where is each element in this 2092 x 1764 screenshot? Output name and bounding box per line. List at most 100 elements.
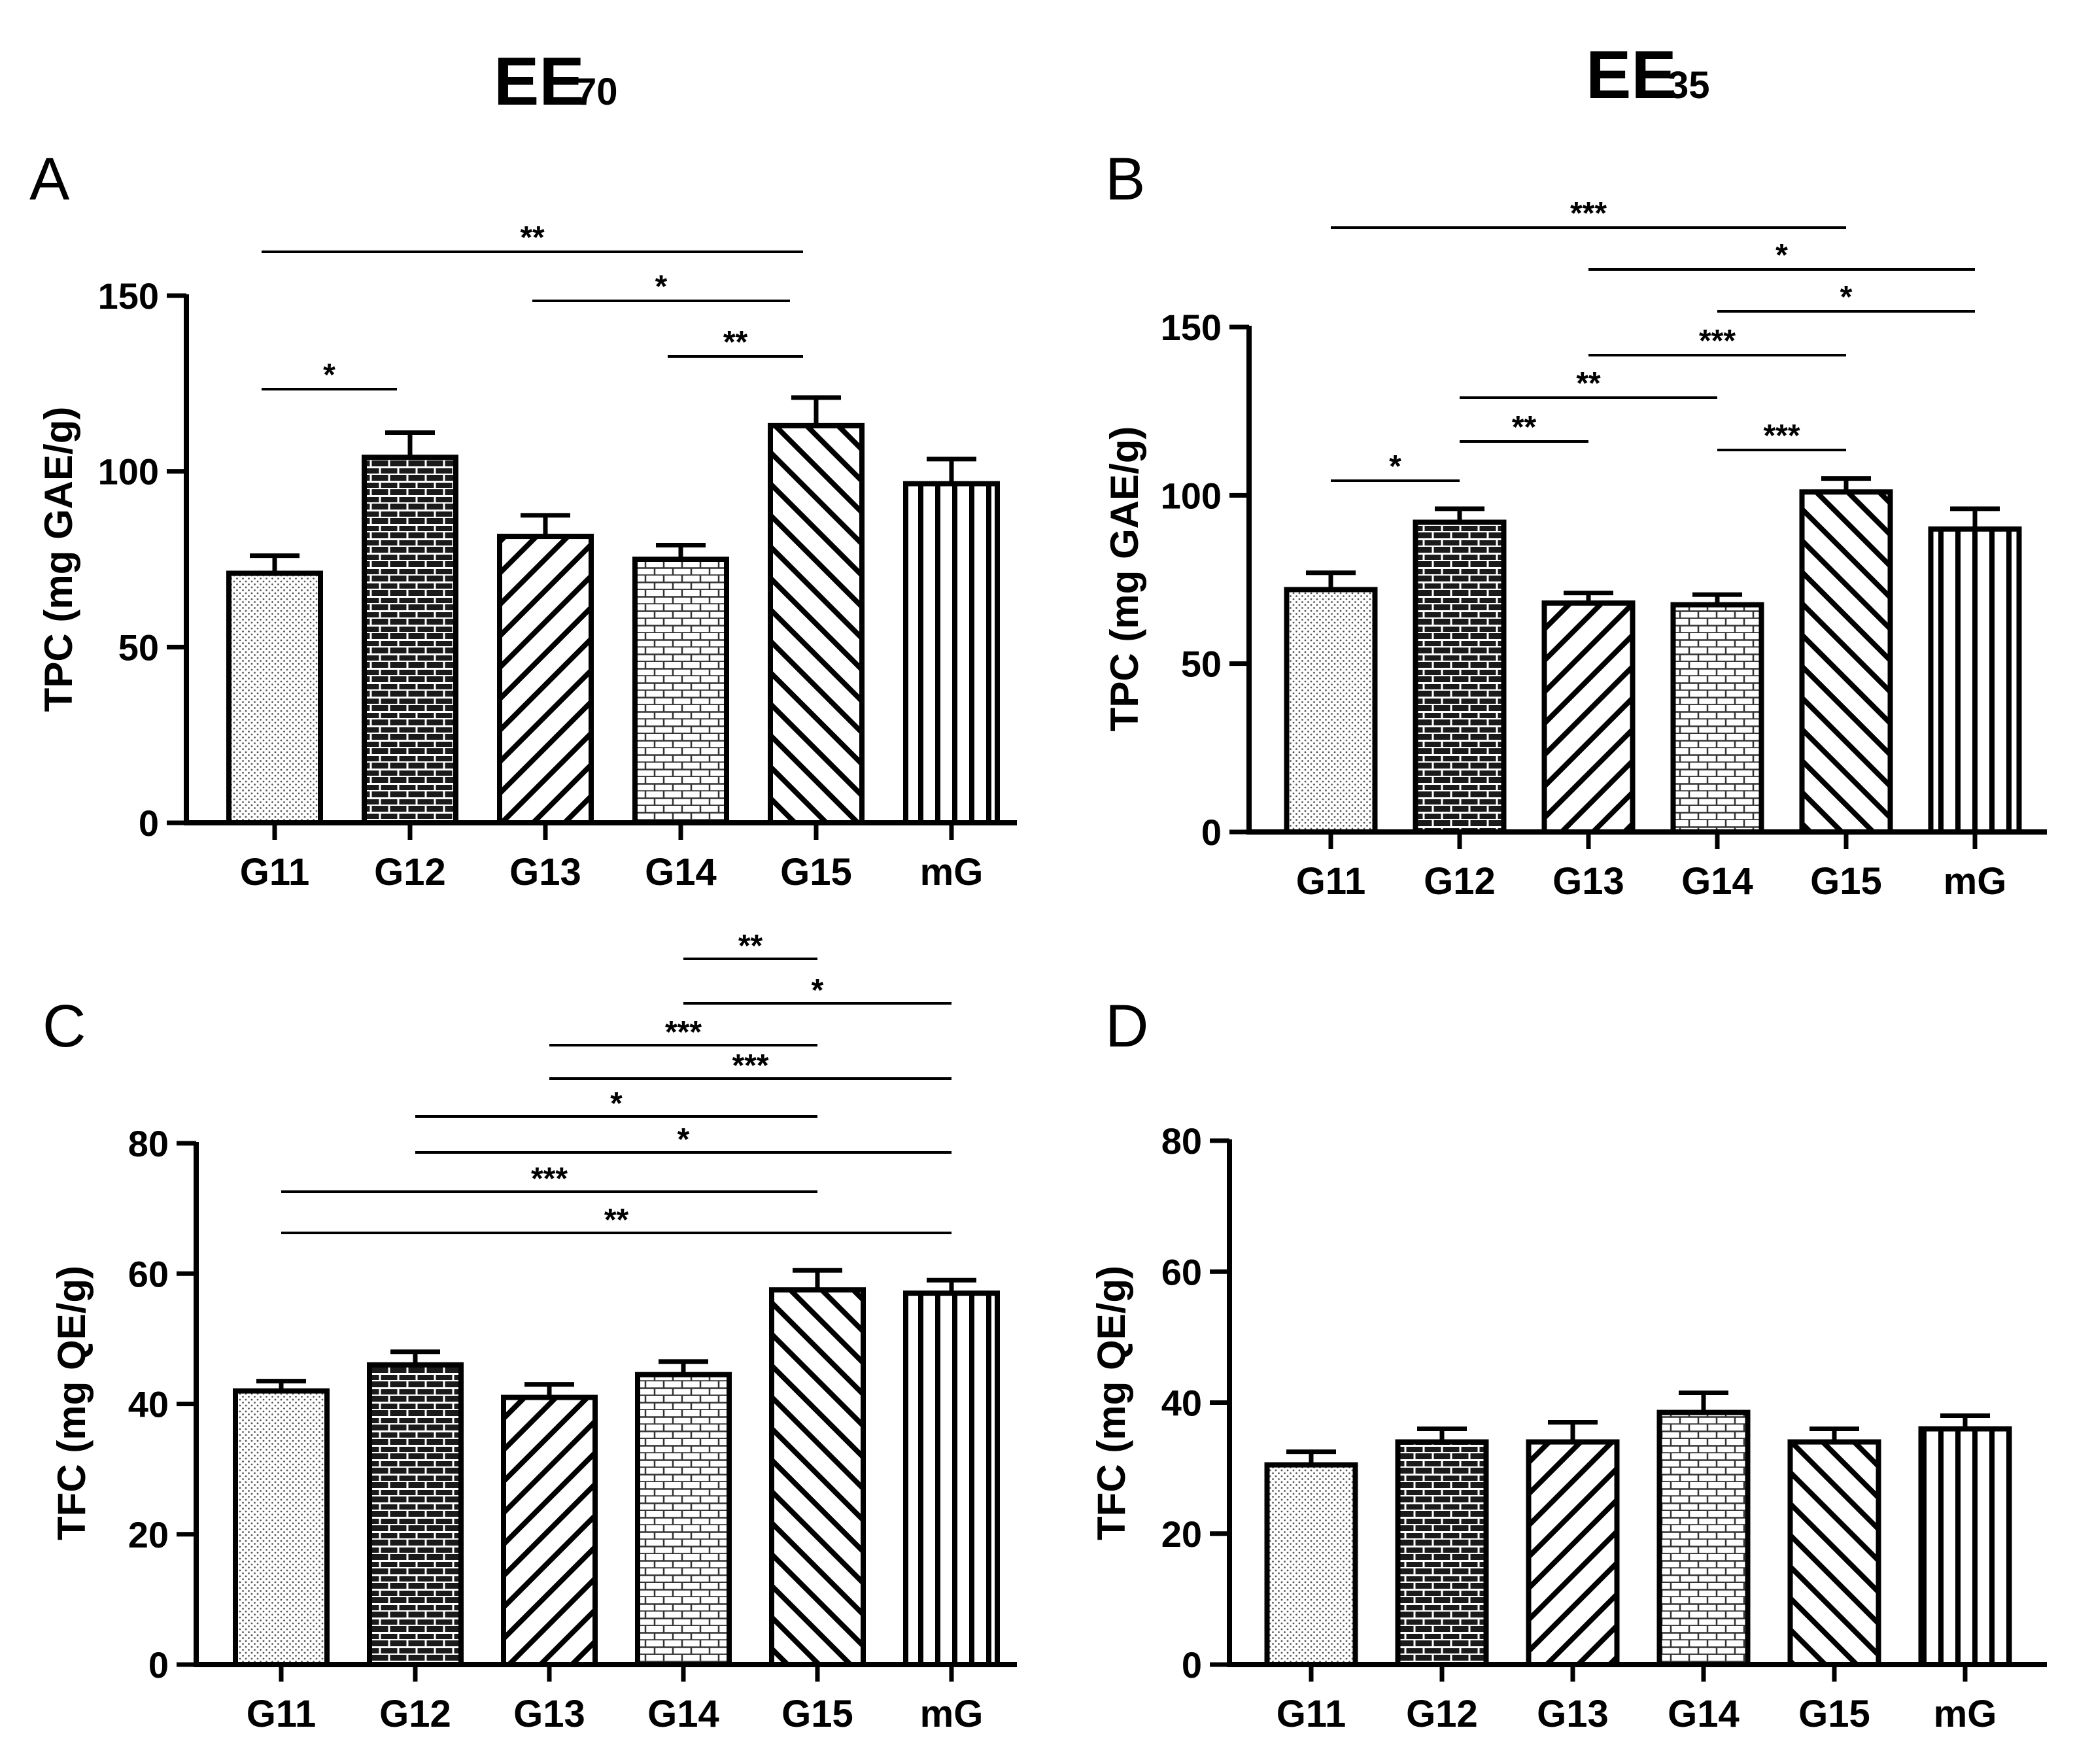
column-title-right-main: EE [1586,37,1677,113]
panel-d: D 0 20 40 60 80 TFC (mg QE/g) G11 G12 G13 G14 G15 mG [1089,993,2047,1735]
significance-label: *** [665,1015,702,1050]
x-tick-label: G11 [247,1693,316,1735]
y-tick-label: 50 [1181,644,1222,685]
x-tick-label: G13 [509,851,581,893]
column-title-left-sub: 70 [575,71,618,113]
x-tick-label: G14 [1681,860,1753,903]
bar-g14 [632,557,729,825]
significance-label: ** [1576,366,1601,401]
y-tick-label: 100 [1161,475,1222,516]
column-title-right-sub: 35 [1668,64,1710,107]
panel-b: B 0 50 100 150 TPC (mg GAE/g) G11 G12 G13 G14 G15 m… [1103,146,2047,903]
y-tick-label: 100 [98,451,159,493]
x-tick-label: G15 [1798,1693,1870,1735]
significance-label: *** [1699,324,1736,358]
significance-label: *** [1570,196,1607,231]
x-tick-label: G11 [1296,860,1365,903]
x-tick-label: G14 [647,1693,719,1735]
x-tick-label: G14 [1668,1693,1740,1735]
y-tick-label: 0 [139,803,159,844]
bar-g14 [1670,602,1764,835]
x-tick-label: mG [1944,860,2007,903]
x-tick-label: G15 [780,851,852,893]
significance-label: * [610,1086,623,1121]
significance-label: * [655,269,668,304]
significance-label: ** [738,929,763,963]
y-tick-label: 20 [1161,1513,1202,1555]
significance-label: *** [1763,419,1800,453]
significance-label: * [1389,449,1401,484]
bar-g13 [1541,600,1636,835]
column-title-left-main: EE [494,44,585,120]
x-tick-label: G14 [645,851,717,893]
y-tick-label: 60 [128,1253,169,1294]
significance-label: ** [520,220,545,255]
bar-mg [903,1290,1000,1667]
y-axis-title: TFC (mg QE/g) [1089,1266,1133,1540]
x-tick-label: mG [1934,1693,1997,1735]
panel-a: A 0 50 100 150 TPC (mg GAE/g) G11 G12 G13 G14 G15 m… [29,146,1017,893]
bar-g12 [367,1362,464,1668]
significance-label: ** [604,1203,629,1237]
bar-mg [1928,526,2022,835]
bar-g12 [1395,1439,1489,1667]
bar-g15 [1787,1439,1881,1667]
significance-label: *** [531,1162,568,1196]
x-tick-label: G13 [1537,1693,1609,1735]
y-tick-label: 80 [128,1123,169,1164]
x-tick-label: G12 [1406,1693,1478,1735]
x-tick-label: G12 [379,1693,451,1735]
y-axis-title: TFC (mg QE/g) [50,1266,94,1540]
bar-g15 [1799,489,1893,835]
y-tick-label: 0 [1201,812,1222,853]
bar-mg [903,481,1000,825]
bar-g11 [233,1388,330,1667]
x-tick-label: G13 [1552,860,1624,903]
y-axis-title: TPC (mg GAE/g) [37,407,80,712]
bar-g13 [497,534,594,825]
x-tick-label: G11 [1277,1693,1346,1735]
bar-g14 [635,1372,732,1667]
x-tick-label: G12 [374,851,446,893]
significance-label: * [1840,280,1853,315]
significance-label: *** [732,1048,768,1083]
significance-label: * [1775,238,1788,273]
y-tick-label: 150 [98,275,159,317]
y-axis-title: TPC (mg GAE/g) [1103,426,1146,732]
significance-label: * [812,973,824,1008]
y-tick-label: 40 [128,1384,169,1425]
bar-g11 [1264,1462,1358,1667]
panel-label: C [43,993,86,1060]
x-tick-label: mG [920,851,984,893]
bar-g15 [768,423,865,825]
x-tick-label: G15 [1810,860,1882,903]
y-tick-label: 40 [1161,1383,1202,1424]
bar-g15 [769,1287,866,1667]
significance-label: * [677,1122,690,1157]
y-tick-label: 50 [118,627,159,668]
x-tick-label: G13 [513,1693,585,1735]
significance-label: ** [723,325,748,360]
panel-label: D [1105,993,1148,1060]
y-tick-label: 0 [1182,1644,1202,1686]
bar-g14 [1656,1409,1751,1668]
bar-g12 [1413,519,1507,835]
y-tick-label: 0 [148,1644,169,1686]
bar-g11 [226,570,323,825]
significance-label: ** [1512,410,1537,445]
panel-label: A [29,146,70,213]
x-tick-label: mG [920,1693,984,1735]
panel-label: B [1105,146,1145,213]
bar-g11 [1284,587,1378,835]
y-tick-label: 60 [1161,1251,1202,1292]
bar-mg [1918,1426,2012,1668]
panel-c: C 0 20 40 60 80 TFC (mg QE/g) G11 G12 G13 G14 G15 mG… [43,929,1017,1735]
y-tick-label: 150 [1161,307,1222,348]
bar-g13 [1526,1439,1620,1667]
bar-g12 [362,455,458,825]
bar-g13 [501,1394,598,1668]
significance-label: * [323,358,335,392]
y-tick-label: 80 [1161,1120,1202,1162]
x-tick-label: G12 [1424,860,1496,903]
